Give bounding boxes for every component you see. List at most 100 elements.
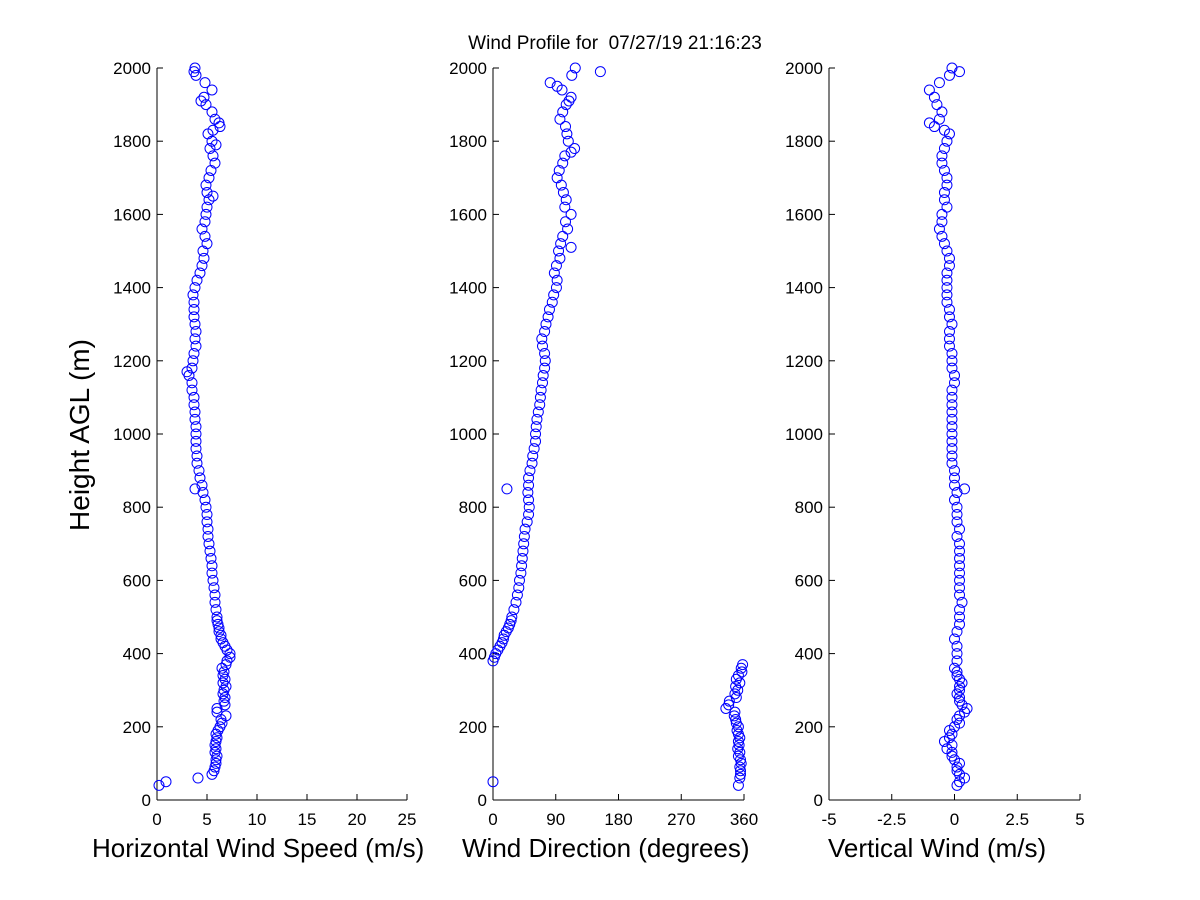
data-point	[949, 662, 960, 674]
data-point	[954, 574, 966, 586]
data-point	[569, 143, 581, 155]
data-point	[501, 483, 513, 495]
data-point	[941, 245, 953, 257]
y-tick-label: 0	[142, 791, 151, 810]
y-tick-label: 800	[795, 498, 823, 517]
data-point	[923, 117, 935, 129]
data-point	[938, 164, 950, 176]
data-point	[555, 238, 567, 250]
data-point	[206, 84, 218, 96]
data-point	[951, 688, 963, 700]
data-point	[201, 516, 213, 528]
data-point	[202, 530, 214, 542]
data-point	[191, 274, 203, 286]
data-point	[487, 776, 499, 788]
data-point	[730, 717, 742, 729]
y-tick-label: 400	[795, 645, 823, 664]
data-point	[188, 311, 200, 323]
data-point	[938, 194, 950, 206]
data-point	[951, 509, 963, 521]
data-point	[949, 633, 960, 645]
panel-vertical-wind: 0 200 400 600 800 1000 1200 1400 1600 1800 2000 -5 -…	[785, 59, 1085, 829]
data-point	[941, 296, 953, 308]
data-point	[732, 670, 744, 682]
data-point	[203, 538, 215, 550]
y-tick-label: 0	[478, 791, 487, 810]
data-point	[936, 157, 948, 169]
data-point	[946, 435, 958, 447]
data-point	[537, 377, 549, 389]
data-point	[946, 421, 958, 433]
data-point	[523, 494, 535, 506]
data-point	[936, 150, 948, 162]
data-point	[191, 457, 203, 469]
data-point	[931, 99, 943, 111]
data-point	[936, 208, 948, 220]
data-point	[206, 560, 218, 572]
data-point	[534, 391, 546, 403]
data-point	[196, 479, 208, 491]
data-point	[943, 333, 955, 345]
data-point	[518, 538, 530, 550]
y-tick-label: 400	[459, 645, 487, 664]
data-point	[200, 501, 212, 513]
data-point	[190, 428, 202, 440]
data-point	[557, 230, 569, 242]
data-point	[951, 765, 963, 777]
data-point	[949, 494, 960, 506]
data-point	[219, 640, 231, 652]
data-point	[943, 260, 955, 272]
data-point	[505, 615, 517, 627]
data-point	[212, 724, 224, 736]
data-point	[951, 670, 963, 682]
figure-title: Wind Profile for 07/27/19 21:16:23	[468, 33, 762, 54]
data-point	[946, 450, 958, 462]
data-point	[551, 80, 563, 92]
data-point	[523, 501, 535, 513]
data-point	[946, 62, 958, 74]
data-point	[197, 245, 209, 257]
data-point	[539, 355, 551, 367]
data-point	[201, 201, 213, 213]
data-point	[510, 596, 522, 608]
data-point	[941, 135, 953, 147]
x-axis-label-direction: Wind Direction (degrees)	[462, 833, 750, 863]
data-point	[189, 413, 201, 425]
data-point	[959, 483, 971, 495]
data-point	[936, 230, 948, 242]
data-point	[511, 589, 523, 601]
data-point	[569, 62, 581, 74]
data-point	[189, 333, 201, 345]
data-point	[188, 399, 200, 411]
data-point	[565, 208, 577, 220]
data-point	[943, 326, 955, 338]
data-point	[211, 611, 223, 623]
data-point	[208, 582, 220, 594]
data-point	[534, 399, 546, 411]
data-point	[946, 406, 958, 418]
data-point	[544, 77, 556, 89]
data-point	[946, 318, 958, 330]
data-point	[736, 666, 748, 678]
data-point	[193, 465, 205, 477]
data-point	[949, 472, 960, 484]
data-point	[946, 391, 958, 403]
data-point	[941, 289, 953, 301]
data-point	[550, 260, 562, 272]
data-point	[215, 633, 227, 645]
data-point	[216, 662, 228, 674]
data-point	[941, 179, 953, 191]
data-point	[202, 523, 214, 535]
data-point	[188, 296, 200, 308]
data-point	[192, 772, 204, 784]
data-point	[196, 260, 208, 272]
y-tick-label: 1800	[785, 132, 823, 151]
data-point	[196, 223, 208, 235]
data-point	[186, 362, 198, 374]
data-point	[210, 728, 222, 740]
data-point	[735, 757, 747, 769]
data-point	[559, 150, 571, 162]
data-point	[186, 384, 198, 396]
data-point	[734, 677, 746, 689]
data-point	[497, 633, 509, 645]
